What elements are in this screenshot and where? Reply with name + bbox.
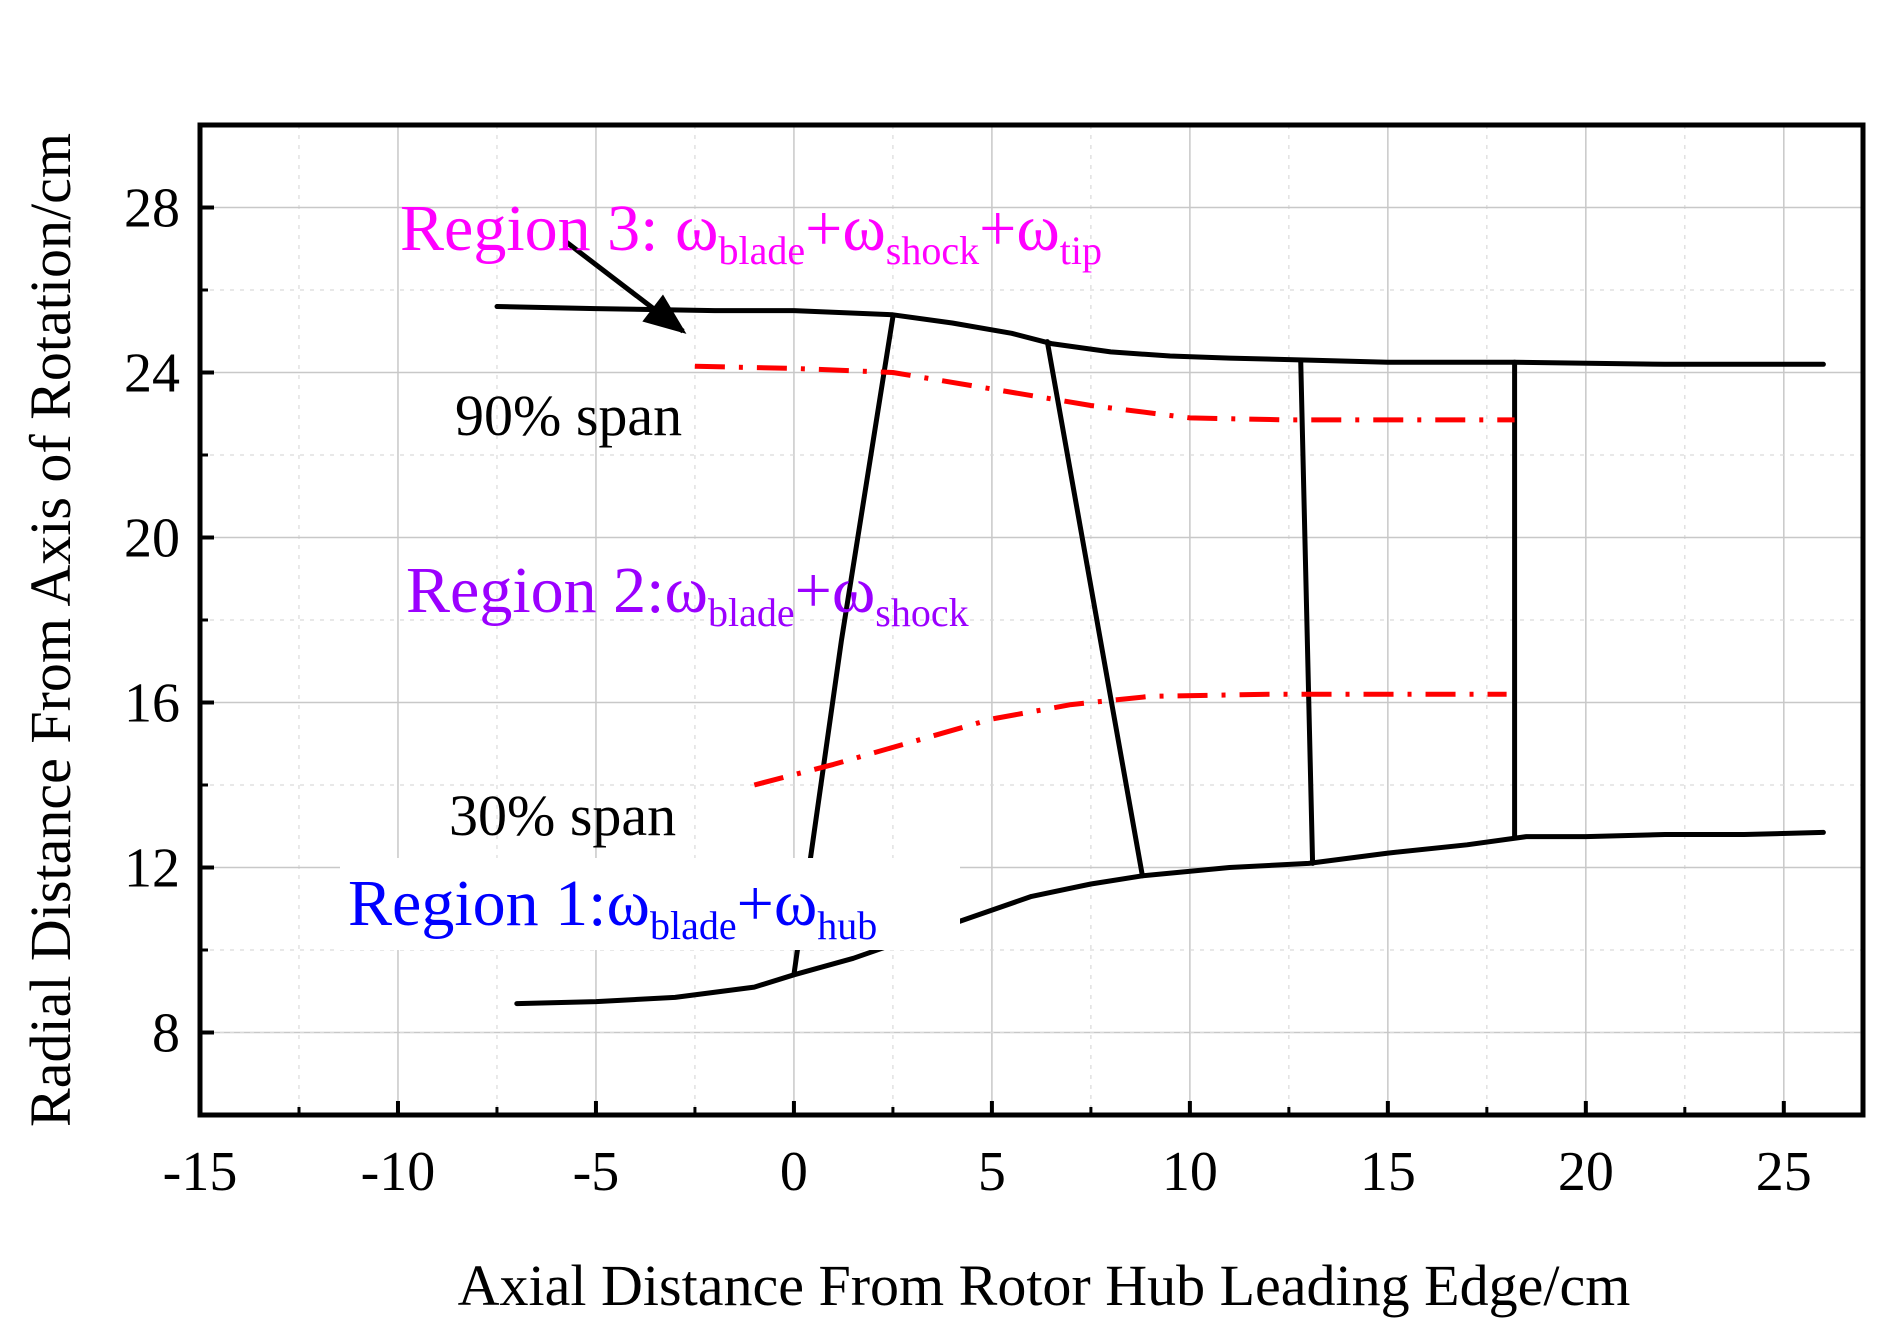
region3-sub-shock: shock — [886, 228, 979, 273]
x-axis-title: Axial Distance From Rotor Hub Leading Ed… — [458, 1253, 1631, 1318]
grid — [199, 125, 1863, 1115]
x-tick-label: 0 — [780, 1141, 808, 1203]
region1-omega-1: ω — [607, 867, 650, 940]
region3-prefix: Region 3: — [400, 192, 675, 265]
y-tick-label: 8 — [152, 1003, 180, 1065]
plot-frame — [197, 122, 1866, 1118]
y-tick-label: 16 — [124, 673, 180, 735]
region3-sub-blade: blade — [718, 228, 805, 273]
y-tick-label: 24 — [124, 343, 180, 405]
y-axis-title: Radial Distance From Axis of Rotation/cm — [18, 133, 83, 1127]
series-90-span — [694, 363, 1515, 423]
x-tick-label: -15 — [163, 1141, 238, 1203]
region2-omega-2: ω — [832, 554, 875, 627]
region3-arrow — [562, 238, 687, 334]
region1-plus-1: + — [737, 867, 774, 940]
series-30-span — [753, 691, 1507, 788]
region1-sub-hub: hub — [817, 903, 877, 948]
x-tick-label: -10 — [361, 1141, 436, 1203]
span90-label: 90% span — [455, 383, 682, 448]
series-station-3 — [1298, 357, 1316, 866]
region3-omega-2: ω — [842, 192, 885, 265]
region3-omega-1: ω — [675, 192, 718, 265]
region3-label: Region 3: ωblade+ωshock+ωtip — [400, 192, 1102, 273]
annotations: Region 3: ωblade+ωshock+ωtip Region 2:ωb… — [340, 192, 1102, 950]
region1-label: Region 1:ωblade+ωhub — [348, 867, 877, 948]
region2-sub-shock: shock — [875, 590, 968, 635]
series-layer — [494, 304, 1826, 1007]
span30-label: 30% span — [449, 783, 676, 848]
region1-sub-blade: blade — [650, 903, 737, 948]
series-shroud — [494, 304, 1826, 367]
x-tick-label: -5 — [573, 1141, 620, 1203]
region3-omega-3: ω — [1016, 192, 1059, 265]
region2-omega-1: ω — [665, 554, 708, 627]
region1-omega-2: ω — [774, 867, 817, 940]
region2-label: Region 2:ωblade+ωshock — [406, 554, 969, 635]
region2-plus-1: + — [795, 554, 832, 627]
region3-plus-1: + — [805, 192, 842, 265]
x-tick-label: 5 — [978, 1141, 1006, 1203]
y-tick-label: 28 — [124, 178, 180, 240]
y-tick-label: 12 — [124, 838, 180, 900]
ticks: -15 -10 -5 0 5 10 15 20 25 8 12 16 20 24 28 — [124, 178, 1812, 1204]
series-hub — [514, 829, 1826, 1007]
region2-prefix: Region 2: — [406, 554, 665, 627]
y-tick-label: 20 — [124, 508, 180, 570]
region3-sub-tip: tip — [1060, 228, 1102, 273]
region1-backdrop — [340, 858, 960, 950]
x-tick-label: 10 — [1162, 1141, 1218, 1203]
x-tick-label: 20 — [1558, 1141, 1614, 1203]
x-tick-label: 15 — [1360, 1141, 1416, 1203]
x-tick-label: 25 — [1756, 1141, 1812, 1203]
region2-sub-blade: blade — [708, 590, 795, 635]
series-station-2 — [1044, 339, 1145, 879]
region3-plus-2: + — [979, 192, 1016, 265]
region1-prefix: Region 1: — [348, 867, 607, 940]
